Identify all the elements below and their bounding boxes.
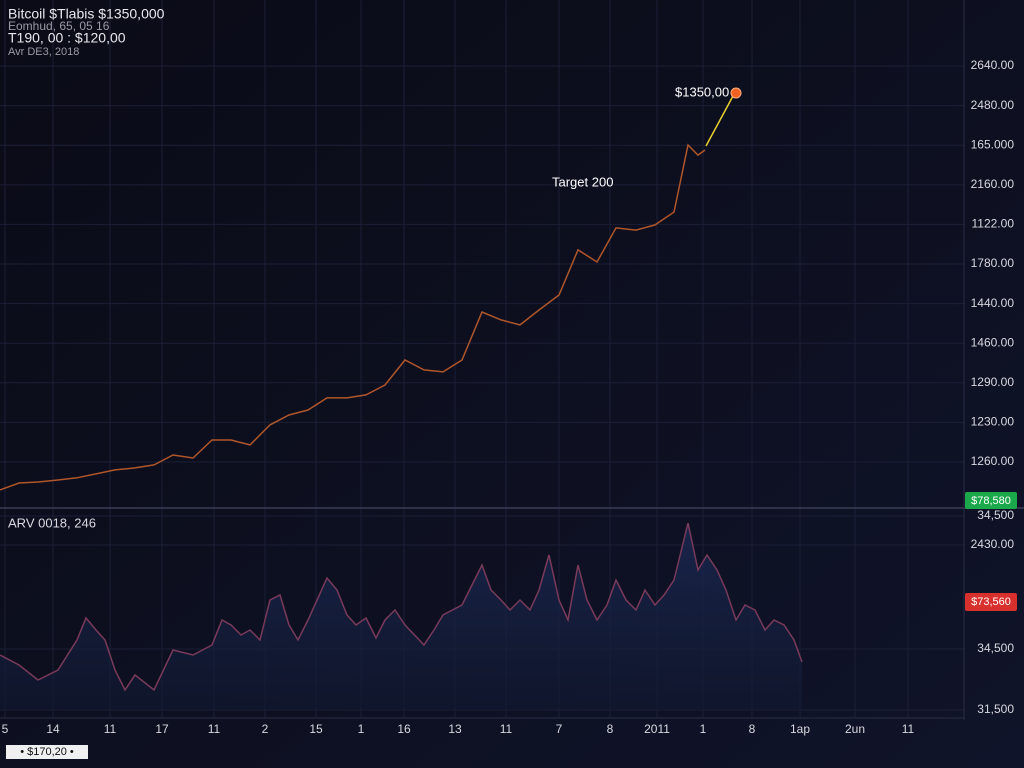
- indicator-line: [0, 522, 803, 692]
- header-line: Avr DE3, 2018: [8, 46, 79, 58]
- y-tick-label: 1780.00: [971, 256, 1015, 270]
- x-tick-label: 2un: [845, 722, 865, 736]
- bottom-badge-text: • $170,20 •: [20, 746, 74, 758]
- callout-dot: [730, 87, 742, 99]
- header-title: Bitcoil $Tlabis $1350,000: [8, 6, 165, 22]
- x-tick-label: 2011: [644, 722, 670, 736]
- marks: [0, 143, 803, 710]
- x-tick-label: 2: [262, 722, 269, 736]
- y-tick-label: 34,500: [977, 508, 1014, 522]
- x-tick-label: 11: [500, 722, 513, 736]
- y-tick-label: 2160.00: [971, 177, 1015, 191]
- y-tick-label: 2480.00: [971, 98, 1015, 112]
- y-tick-label: 31,500: [977, 702, 1014, 716]
- green-badge-text: $78,580: [971, 495, 1011, 507]
- x-tick-label: 11: [902, 722, 915, 736]
- red-badge: [965, 593, 1017, 611]
- price-callout: $1350,00: [675, 84, 729, 99]
- green-badge: [965, 492, 1017, 509]
- indicator-label: ARV 0018, 246: [8, 515, 96, 530]
- x-tick-label: 8: [749, 722, 756, 736]
- x-tick-label: 5: [2, 722, 9, 736]
- x-tick-label: 15: [309, 722, 323, 736]
- x-tick-label: 7: [556, 722, 563, 736]
- callout-arrow: [705, 95, 734, 147]
- area-fill: [0, 523, 802, 710]
- y-tick-label: 1290.00: [971, 375, 1015, 389]
- target-label: Target 200: [552, 174, 613, 189]
- x-tick-label: 1: [700, 722, 707, 736]
- price-line: [0, 143, 706, 491]
- x-tick-label: 13: [448, 722, 462, 736]
- y-tick-label: 165.000: [971, 137, 1015, 151]
- y-tick-label: 2640.00: [971, 58, 1015, 72]
- header-line: T190, 00 : $120,00: [8, 30, 126, 46]
- bottom-badge: [6, 745, 88, 759]
- y-tick-label: 1440.00: [971, 296, 1015, 310]
- y-tick-label: 34,500: [977, 641, 1014, 655]
- header-line: Eomhud, 65, 05 16: [8, 19, 110, 33]
- x-tick-label: 1ap: [790, 722, 810, 736]
- x-tick-label: 11: [208, 722, 221, 736]
- y-tick-label: 1460.00: [971, 335, 1015, 349]
- x-tick-label: 11: [104, 722, 117, 736]
- red-badge-text: $73,560: [971, 596, 1011, 608]
- y-tick-label: 1230.00: [971, 415, 1015, 429]
- y-tick-label: 1260.00: [971, 454, 1015, 468]
- x-tick-label: 16: [397, 722, 411, 736]
- x-tick-label: 8: [607, 722, 614, 736]
- x-tick-label: 1: [358, 722, 365, 736]
- x-tick-label: 14: [46, 722, 60, 736]
- x-tick-label: 17: [155, 722, 169, 736]
- y-tick-label: 2430.00: [971, 537, 1015, 551]
- y-tick-label: 1122.00: [972, 217, 1015, 231]
